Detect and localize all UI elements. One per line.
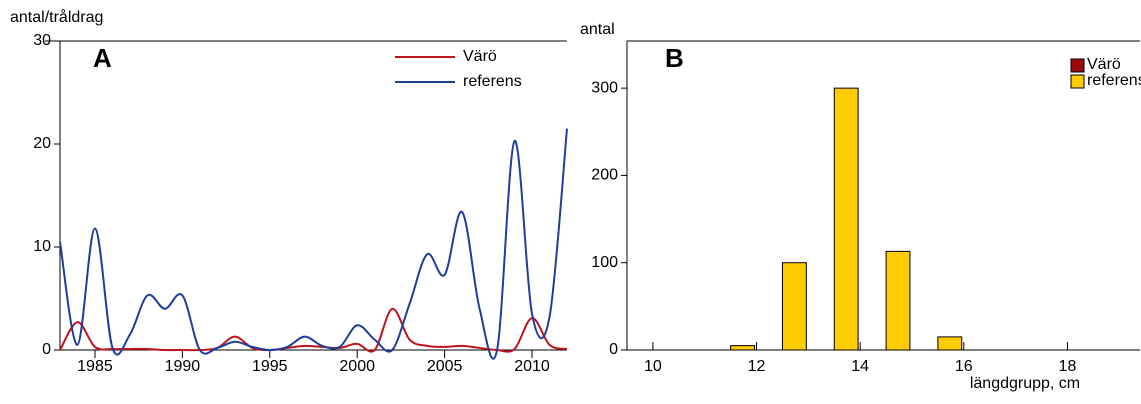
data-line bbox=[59, 307, 568, 353]
x-tick-label: 10 bbox=[644, 358, 662, 375]
panel-letter: A bbox=[93, 43, 112, 73]
y-tick-label: 10 bbox=[33, 238, 51, 255]
x-tick-label: 14 bbox=[851, 358, 869, 375]
x-tick-label: 1990 bbox=[165, 358, 201, 375]
legend-swatch bbox=[1070, 58, 1085, 73]
bar bbox=[833, 87, 859, 351]
y-axis-label: antal/tråldrag bbox=[10, 8, 103, 26]
x-tick-label: 1995 bbox=[252, 358, 288, 375]
y-tick-label: 30 bbox=[33, 32, 51, 49]
legend-label: referens bbox=[1087, 72, 1141, 89]
legend-swatch bbox=[1070, 74, 1085, 89]
legend-label: Värö bbox=[463, 48, 497, 65]
x-axis-label: längdgrupp, cm bbox=[970, 375, 1080, 392]
legend-label: referens bbox=[463, 73, 522, 90]
panel-letter: B bbox=[665, 43, 684, 73]
x-tick-label: 12 bbox=[748, 358, 766, 375]
y-tick-label: 0 bbox=[42, 341, 51, 358]
bar bbox=[730, 345, 755, 351]
y-tick-label: 100 bbox=[591, 254, 618, 271]
bar bbox=[937, 336, 963, 351]
x-tick-label: 16 bbox=[955, 358, 973, 375]
x-tick-label: 2010 bbox=[514, 358, 550, 375]
x-tick-label: 2005 bbox=[427, 358, 463, 375]
x-tick-label: 18 bbox=[1059, 358, 1077, 375]
y-tick-label: 200 bbox=[591, 167, 618, 184]
x-tick-label: 2000 bbox=[339, 358, 375, 375]
bar bbox=[885, 250, 911, 351]
bar bbox=[781, 262, 807, 351]
y-tick-label: 20 bbox=[33, 135, 51, 152]
y-axis-label: antal bbox=[580, 21, 615, 38]
data-line bbox=[59, 128, 568, 360]
legend-label: Värö bbox=[1087, 56, 1121, 73]
y-tick-label: 300 bbox=[591, 79, 618, 96]
y-tick-label: 0 bbox=[609, 341, 618, 358]
x-tick-label: 1985 bbox=[77, 358, 113, 375]
